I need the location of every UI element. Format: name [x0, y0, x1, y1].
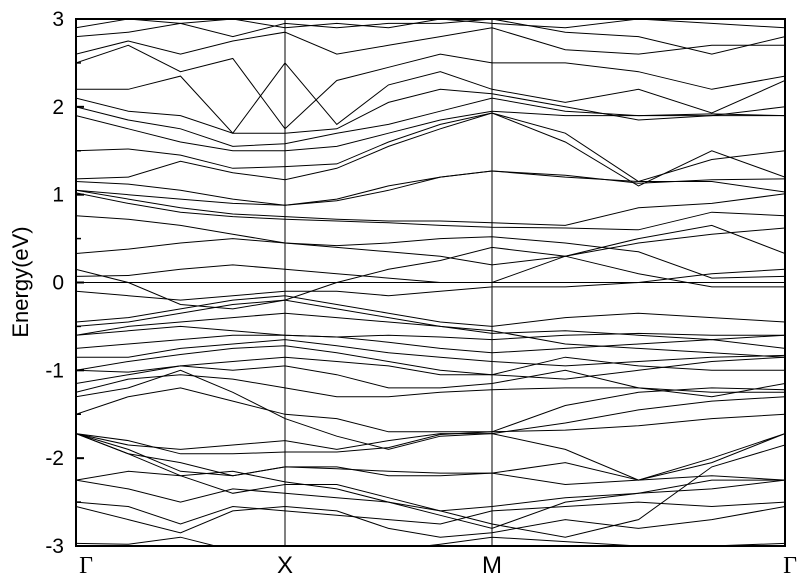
band-line-19 [76, 312, 785, 341]
band-line-40 [76, 19, 785, 29]
reference-lines [76, 19, 785, 546]
k-point-label: Γ [783, 553, 797, 579]
band-line-26 [76, 215, 785, 266]
band-line-12 [76, 374, 785, 398]
band-line-28 [76, 189, 785, 226]
band-line-36 [76, 62, 785, 134]
band-line-22 [76, 268, 785, 301]
band-line-21 [76, 295, 785, 327]
y-tick-label: 2 [52, 96, 64, 119]
band-line-24 [76, 227, 785, 283]
band-line-27 [76, 192, 785, 231]
y-tick-label: -1 [45, 359, 64, 382]
band-line-20 [76, 299, 785, 358]
band-line-17 [76, 334, 785, 354]
band-line-9 [76, 433, 785, 538]
band-line-32 [76, 112, 785, 183]
k-point-label: Γ [79, 553, 93, 579]
bands-layer [76, 19, 785, 546]
y-axis-title: Energy(eV) [8, 226, 33, 337]
band-line-11 [76, 369, 785, 450]
band-line-29 [76, 170, 785, 206]
band-line-34 [76, 97, 785, 147]
band-line-13 [76, 365, 785, 398]
band-line-23 [76, 246, 785, 310]
band-line-30 [76, 170, 785, 206]
band-line-2 [76, 501, 785, 525]
band-line-10 [76, 387, 785, 433]
band-line-16 [76, 339, 785, 367]
band-line-7 [76, 433, 785, 481]
band-line-5 [76, 433, 785, 486]
k-point-label: X [277, 552, 293, 579]
band-line-37 [76, 44, 785, 130]
band-line-14 [76, 356, 785, 376]
y-axis: 3 2 1 0 -1 -2 -3 [45, 8, 84, 558]
band-line-25 [76, 236, 785, 279]
band-line-31 [76, 112, 785, 187]
y-tick-label: 1 [52, 184, 64, 207]
band-line-15 [76, 345, 785, 380]
band-line-8 [76, 413, 785, 455]
band-line-38 [76, 27, 785, 55]
y-tick-label: -3 [45, 535, 64, 558]
band-line-18 [76, 325, 785, 341]
k-point-label: M [482, 552, 502, 579]
y-tick-label: 0 [52, 272, 64, 295]
band-line-1 [76, 505, 785, 538]
y-tick-label: -2 [45, 447, 64, 470]
band-line-35 [76, 88, 785, 134]
band-line-0 [76, 536, 785, 546]
y-tick-label: 3 [52, 8, 64, 31]
